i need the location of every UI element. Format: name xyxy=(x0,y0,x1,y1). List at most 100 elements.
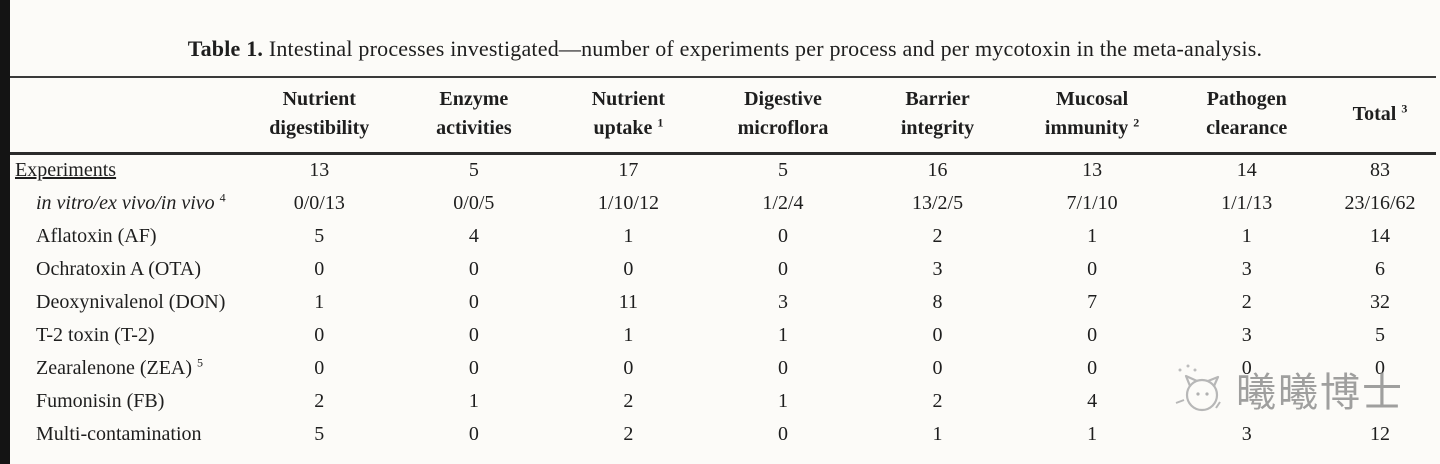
table-cell: 0/0/13 xyxy=(293,191,345,214)
row-label: T-2 toxin (T-2) xyxy=(36,323,155,346)
column-header: Total 3 xyxy=(1324,77,1436,155)
table-cell: 11 xyxy=(618,290,639,313)
table-cell: 16 xyxy=(927,159,948,182)
table-row: Zearalenone (ZEA) 5 0 0 0 0 0 0 0 0 xyxy=(10,352,1436,385)
table-cell: 2 xyxy=(623,422,634,445)
table-cell: 0 xyxy=(314,356,325,379)
row-label: Aflatoxin (AF) xyxy=(36,224,157,247)
table-cell: 1 xyxy=(623,323,634,346)
table-cell: 6 xyxy=(1375,257,1385,280)
table-cell: 0 xyxy=(1087,257,1098,280)
row-label: in vitro/ex vivo/in vivo 4 xyxy=(36,189,226,214)
table-row: in vitro/ex vivo/in vivo 4 0/0/13 0/0/5 1/1… xyxy=(10,187,1436,220)
table-cell: 2 xyxy=(623,389,634,412)
table-cell: 7 xyxy=(1087,290,1098,313)
table-cell: 0 xyxy=(1087,323,1098,346)
table-cell: 0 xyxy=(777,356,788,379)
column-header: Nutrient digestibility xyxy=(242,77,397,155)
table-cell: 17 xyxy=(618,159,639,182)
table-cell: 0 xyxy=(777,224,788,247)
row-label: Zearalenone (ZEA) 5 xyxy=(36,354,204,379)
row-label: Fumonisin (FB) xyxy=(36,389,165,412)
table-cell: 3 xyxy=(932,257,943,280)
table-cell: 2 xyxy=(1241,290,1252,313)
table-cell: 0 xyxy=(623,356,634,379)
table-cell: 4 xyxy=(468,224,479,247)
table-cell: 0 xyxy=(468,323,479,346)
table-cell: 0 xyxy=(1375,356,1385,379)
table-row: Ochratoxin A (OTA) 0 0 0 0 3 0 3 6 xyxy=(10,253,1436,286)
table-cell: 0 xyxy=(932,323,943,346)
table-cell: 3 xyxy=(777,290,788,313)
table-row: T-2 toxin (T-2) 0 0 1 1 0 0 3 5 xyxy=(10,319,1436,352)
column-header: Digestive microflora xyxy=(705,77,861,155)
table-row: Fumonisin (FB) 2 1 2 1 2 4 xyxy=(10,385,1436,418)
table-cell: 7/1/10 xyxy=(1066,191,1118,214)
table-cell: 0 xyxy=(777,422,788,445)
table-cell: 0 xyxy=(1241,356,1252,379)
table-body: Experiments 13 5 17 5 16 13 14 83 in vitro/ex viv… xyxy=(10,154,1436,451)
table-cell: 0 xyxy=(314,323,325,346)
left-edge-bar xyxy=(0,0,10,464)
table-cell: 13/2/5 xyxy=(911,191,964,214)
table-cell: 3 xyxy=(1241,257,1252,280)
column-header: Barrier integrity xyxy=(860,77,1015,155)
table-cell: 23/16/62 xyxy=(1344,191,1416,214)
table-wrap: Nutrient digestibility Enzyme activities Nut… xyxy=(10,76,1436,451)
table-cell: 5 xyxy=(314,422,325,445)
table-cell: 5 xyxy=(314,224,325,247)
row-label: Multi-contamination xyxy=(36,422,202,445)
column-header: Pathogen clearance xyxy=(1169,77,1324,155)
table-cell: 0 xyxy=(777,257,788,280)
table-cell: 0 xyxy=(1087,356,1098,379)
table-cell: 2 xyxy=(314,389,325,412)
table-cell: 1 xyxy=(1087,422,1098,445)
table-cell: 1 xyxy=(1087,224,1098,247)
table-cell: 0 xyxy=(623,257,634,280)
table-cell: 4 xyxy=(1087,389,1098,412)
table-cell: 1 xyxy=(314,290,325,313)
table-title: Table 1. Intestinal processes investigat… xyxy=(10,36,1440,62)
table-cell: 0 xyxy=(468,356,479,379)
table-row: Multi-contamination 5 0 2 0 1 1 3 12 xyxy=(10,418,1436,451)
table-cell: 1/1/13 xyxy=(1221,191,1273,214)
table-cell: 0 xyxy=(468,257,479,280)
table-cell xyxy=(1169,385,1324,418)
table-cell: 13 xyxy=(1082,159,1103,182)
table-cell: 1/10/12 xyxy=(597,191,659,214)
row-label: Experiments xyxy=(15,159,117,182)
data-table: Nutrient digestibility Enzyme activities Nut… xyxy=(10,76,1436,451)
table-row: Deoxynivalenol (DON) 1 0 11 3 8 7 2 32 xyxy=(10,286,1436,319)
column-header: Enzyme activities xyxy=(396,77,552,155)
table-cell: 0/0/5 xyxy=(453,191,495,214)
table-cell: 12 xyxy=(1370,422,1390,445)
table-cell: 14 xyxy=(1236,159,1257,182)
table-cell: 32 xyxy=(1370,290,1390,313)
table-cell xyxy=(1324,385,1436,418)
table-cell: 5 xyxy=(468,159,479,182)
table-cell: 14 xyxy=(1370,224,1390,247)
table-row: Experiments 13 5 17 5 16 13 14 83 xyxy=(10,154,1436,187)
table-cell: 3 xyxy=(1241,422,1252,445)
table-cell: 1 xyxy=(623,224,634,247)
table-cell: 8 xyxy=(932,290,943,313)
header-row-label-spacer xyxy=(10,77,242,155)
table-cell: 5 xyxy=(1375,323,1385,346)
table-cell: 13 xyxy=(309,159,330,182)
table-cell: 0 xyxy=(314,257,325,280)
table-cell: 1 xyxy=(777,323,788,346)
table-cell: 2 xyxy=(932,389,943,412)
column-header: Mucosal immunity 2 xyxy=(1014,77,1170,155)
table-cell: 1 xyxy=(932,422,943,445)
header-row: Nutrient digestibility Enzyme activities Nut… xyxy=(10,77,1436,155)
table-cell: 2 xyxy=(932,224,943,247)
column-header: Nutrient uptake 1 xyxy=(551,77,706,155)
table-cell: 0 xyxy=(468,422,479,445)
table-cell: 1 xyxy=(468,389,479,412)
table-cell: 1/2/4 xyxy=(762,191,804,214)
row-label: Deoxynivalenol (DON) xyxy=(36,290,226,313)
table-cell: 0 xyxy=(932,356,943,379)
table-cell: 3 xyxy=(1241,323,1252,346)
table-title-text: Intestinal processes investigated—number… xyxy=(263,36,1263,61)
